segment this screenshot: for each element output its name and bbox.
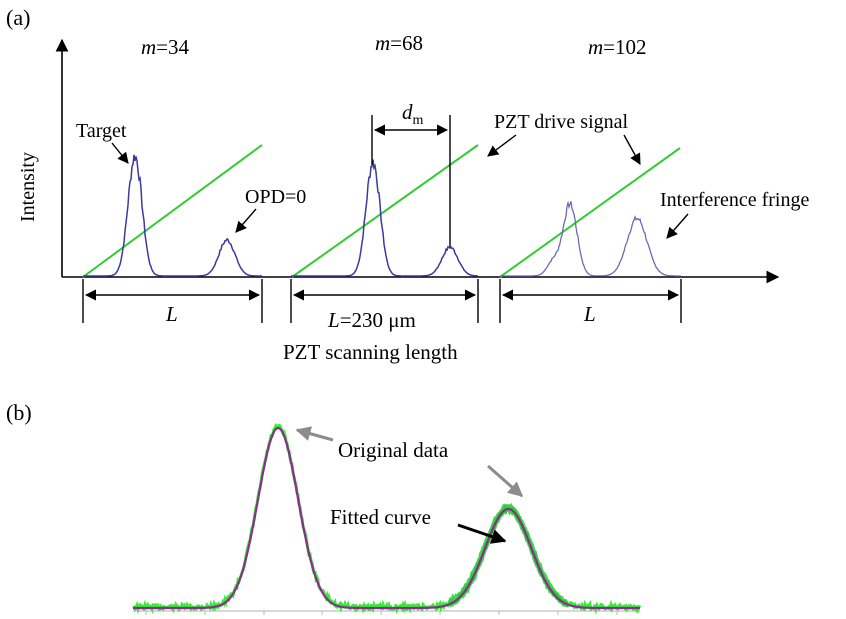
- fitted-arrow: [457, 523, 507, 544]
- panel-b-label: (b): [6, 400, 32, 425]
- drive-signal-line-1: [82, 144, 263, 278]
- L1-label: L: [165, 302, 178, 326]
- pzt-drive-arrow-2: [623, 134, 641, 165]
- fringe-curve-m102: [500, 200, 681, 277]
- x-axis-label: PZT scanning length: [283, 340, 458, 364]
- m-label-102: m=102: [588, 35, 647, 59]
- original-data-label: Original data: [338, 438, 449, 462]
- interference-arrow: [666, 213, 689, 239]
- fitted-curve: [133, 426, 640, 610]
- opd0-label: OPD=0: [245, 186, 306, 208]
- opd0-arrow: [235, 208, 257, 233]
- L3-label: L: [583, 302, 596, 326]
- pzt-drive-label: PZT drive signal: [494, 111, 629, 133]
- dm-label: dm: [402, 100, 424, 128]
- panel-b-ticks: [145, 611, 618, 615]
- original-arrow-1: [295, 426, 334, 442]
- drive-signal-line-2: [291, 144, 479, 278]
- interference-fringe-label: Interference fringe: [660, 189, 809, 211]
- fitted-curve-label: Fitted curve: [330, 505, 431, 529]
- m-label-68: m=68: [375, 31, 423, 55]
- L2-label: L=230 μm: [327, 308, 416, 332]
- drive-signal-line-3: [499, 147, 681, 278]
- target-arrow: [111, 142, 129, 164]
- original-arrow-2: [487, 464, 524, 498]
- fringe-curve-m68: [291, 159, 478, 277]
- target-label: Target: [76, 120, 127, 142]
- m-label-34: m=34: [141, 35, 190, 59]
- y-axis-label: Intensity: [17, 152, 39, 222]
- fringe-curve-m34: [83, 154, 262, 277]
- panel-a-label: (a): [6, 5, 30, 30]
- pzt-drive-arrow-1: [487, 134, 517, 157]
